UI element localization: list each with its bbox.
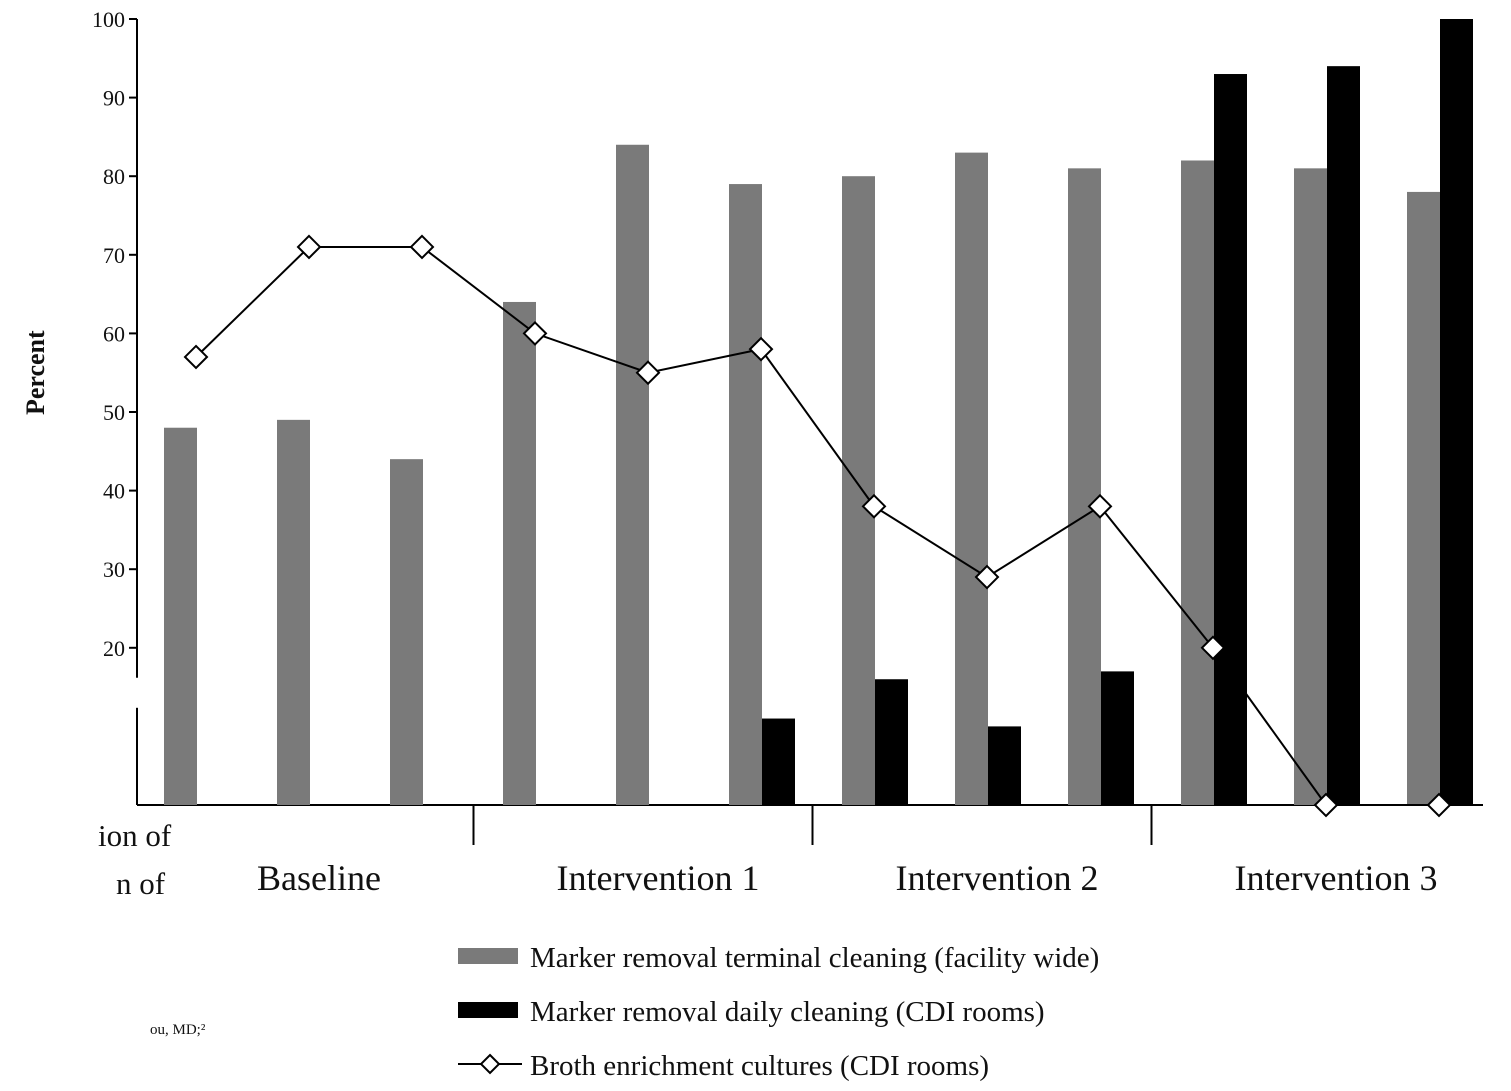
bar-terminal-cleaning: [1407, 191, 1440, 806]
bar-terminal-cleaning: [390, 459, 423, 805]
bar-daily-cleaning: [988, 726, 1021, 805]
bar-terminal-cleaning: [1068, 168, 1101, 806]
legend-label: Marker removal terminal cleaning (facili…: [530, 942, 1099, 974]
bar-daily-cleaning: [1327, 66, 1360, 805]
legend-label: Marker removal daily cleaning (CDI rooms…: [530, 996, 1045, 1028]
series-daily-cleaning-bars: [762, 19, 1473, 805]
legend-swatch-daily-cleaning: [458, 1002, 518, 1018]
y-tick-label: 90: [103, 86, 125, 111]
bar-daily-cleaning: [1440, 19, 1473, 805]
bar-terminal-cleaning: [616, 144, 649, 805]
legend-swatch-terminal-cleaning: [458, 948, 518, 964]
cropped-text-fragment-3: ou, MD;²: [150, 1022, 206, 1038]
bar-daily-cleaning: [1101, 671, 1134, 805]
series-broth-cultures-line: [183, 234, 1452, 818]
broth-point-marker: [409, 234, 435, 260]
y-tick-label: 100: [92, 7, 125, 32]
y-tick-label: 70: [103, 243, 125, 268]
bar-terminal-cleaning: [503, 301, 536, 805]
y-tick-label: 50: [103, 400, 125, 425]
broth-point-marker: [1426, 792, 1452, 818]
bar-terminal-cleaning: [164, 427, 197, 805]
cropped-text-fragment-1: ion of: [98, 818, 172, 853]
broth-point-marker: [1313, 792, 1339, 818]
legend-label: Broth enrichment cultures (CDI rooms): [530, 1050, 989, 1082]
broth-line-path: [195, 245, 1439, 806]
series-terminal-cleaning-bars: [164, 144, 1440, 806]
group-label: Baseline: [257, 858, 381, 898]
legend: Marker removal terminal cleaning (facili…: [458, 942, 1099, 1082]
bar-daily-cleaning: [875, 679, 908, 805]
y-axis-title: Percent: [21, 330, 50, 415]
legend-broth-marker: [479, 1053, 501, 1075]
bar-terminal-cleaning: [729, 184, 762, 805]
broth-point-marker: [974, 564, 1000, 590]
y-tick-label: 20: [103, 636, 125, 661]
bar-terminal-cleaning: [1181, 160, 1214, 806]
y-tick-label: 30: [103, 557, 125, 582]
bar-terminal-cleaning: [955, 152, 988, 805]
y-tick-label: 60: [103, 321, 125, 346]
y-tick-label: 40: [103, 479, 125, 504]
group-label: Intervention 1: [557, 858, 760, 898]
group-labels: Baseline Intervention 1 Intervention 2 Inte…: [257, 805, 1437, 898]
axes: 20 30 40 50 60 70 80 90 100 Percent: [21, 7, 1483, 806]
group-label: Intervention 3: [1235, 858, 1438, 898]
bar-terminal-cleaning: [277, 419, 310, 805]
cropped-text-fragment-2: n of: [116, 866, 166, 901]
broth-point-marker: [1200, 635, 1226, 661]
broth-point-marker: [861, 493, 887, 519]
group-label: Intervention 2: [896, 858, 1099, 898]
y-tick-label: 80: [103, 164, 125, 189]
broth-point-marker: [296, 234, 322, 260]
bar-terminal-cleaning: [1294, 168, 1327, 806]
broth-point-marker: [522, 320, 548, 346]
bar-daily-cleaning: [1214, 74, 1247, 805]
broth-point-marker: [748, 336, 774, 362]
broth-point-marker: [635, 360, 661, 386]
bar-terminal-cleaning: [842, 176, 875, 805]
bar-daily-cleaning: [762, 718, 795, 805]
broth-point-marker: [183, 344, 209, 370]
broth-point-marker: [1087, 493, 1113, 519]
